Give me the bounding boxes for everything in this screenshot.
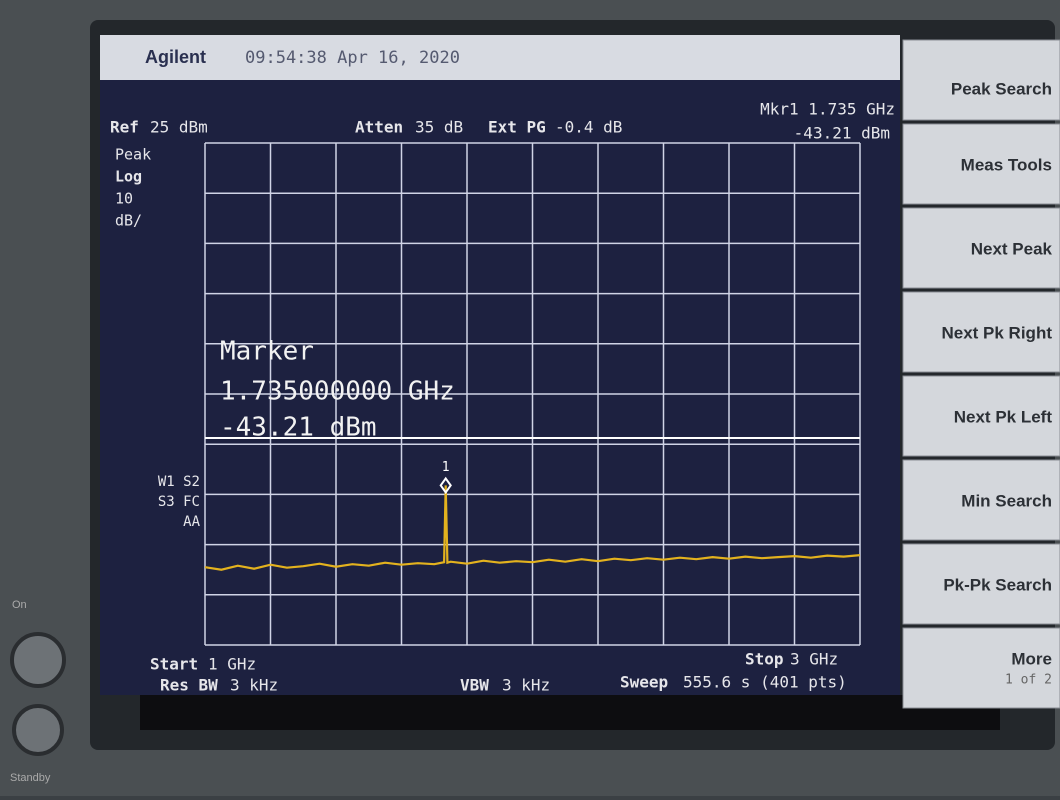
vbw-value: 3 kHz xyxy=(502,676,550,695)
scale-label: Log xyxy=(115,168,142,186)
atten-value: 35 dB xyxy=(415,118,463,137)
ext-pg-value: -0.4 dB xyxy=(555,118,622,137)
softkey[interactable] xyxy=(902,375,1060,457)
softkey[interactable] xyxy=(902,207,1060,289)
softkey[interactable] xyxy=(902,459,1060,541)
standby-label: Standby xyxy=(10,772,51,784)
marker-number: 1 xyxy=(442,460,450,475)
status-bar xyxy=(140,695,1000,730)
status-label: S3 FC xyxy=(158,494,200,510)
softkey[interactable] xyxy=(902,123,1060,205)
softkey-label[interactable]: Next Pk Left xyxy=(954,407,1053,426)
marker-level: -43.21 dBm xyxy=(794,124,890,143)
marker-title: Marker xyxy=(220,337,314,367)
ref-value: 25 dBm xyxy=(150,118,208,137)
scale-label: Peak xyxy=(115,146,151,164)
atten-label: Atten xyxy=(355,118,403,137)
standby-button[interactable] xyxy=(12,704,64,756)
scale-label: dB/ xyxy=(115,212,142,230)
softkey-label[interactable]: Next Pk Right xyxy=(941,323,1052,342)
stop-value: 3 GHz xyxy=(790,650,838,669)
softkey-label[interactable]: Pk-Pk Search xyxy=(943,575,1052,594)
softkey-label[interactable]: Meas Tools xyxy=(961,155,1052,174)
timestamp: 09:54:38 Apr 16, 2020 xyxy=(245,48,460,68)
sweep-value: 555.6 s (401 pts) xyxy=(683,673,847,692)
scale-label: 10 xyxy=(115,190,133,208)
ext-pg-label: Ext PG xyxy=(488,118,546,137)
sweep-label: Sweep xyxy=(620,673,668,692)
screen xyxy=(100,35,900,695)
softkey[interactable] xyxy=(902,39,1060,121)
softkey-label[interactable]: Next Peak xyxy=(971,239,1053,258)
start-label: Start xyxy=(150,655,198,674)
stop-label: Stop xyxy=(745,650,784,669)
marker-level-large: -43.21 dBm xyxy=(220,413,377,443)
brand: Agilent xyxy=(145,47,206,67)
vbw-label: VBW xyxy=(460,676,489,695)
trace xyxy=(204,485,861,571)
status-label: AA xyxy=(183,514,200,530)
softkey-label[interactable]: Peak Search xyxy=(951,79,1052,98)
softkey-page: 1 of 2 xyxy=(1005,673,1052,688)
header-bar xyxy=(100,35,900,80)
on-button[interactable] xyxy=(10,632,66,688)
marker-diamond xyxy=(439,476,452,495)
rbw-value: 3 kHz xyxy=(230,676,278,695)
softkey[interactable] xyxy=(902,543,1060,625)
ref-label: Ref xyxy=(110,118,139,137)
softkey[interactable] xyxy=(902,291,1060,373)
marker-freq: Mkr1 1.735 GHz xyxy=(760,100,895,119)
status-label: W1 S2 xyxy=(158,474,200,490)
start-value: 1 GHz xyxy=(208,655,256,674)
softkey-label[interactable]: Min Search xyxy=(961,491,1052,510)
softkey[interactable] xyxy=(902,627,1060,709)
softkey-label[interactable]: More xyxy=(1011,649,1052,668)
on-label: On xyxy=(12,599,27,611)
graticule xyxy=(204,142,861,646)
marker-frequency: 1.735000000 GHz xyxy=(220,377,455,407)
rbw-label: Res BW xyxy=(160,676,218,695)
